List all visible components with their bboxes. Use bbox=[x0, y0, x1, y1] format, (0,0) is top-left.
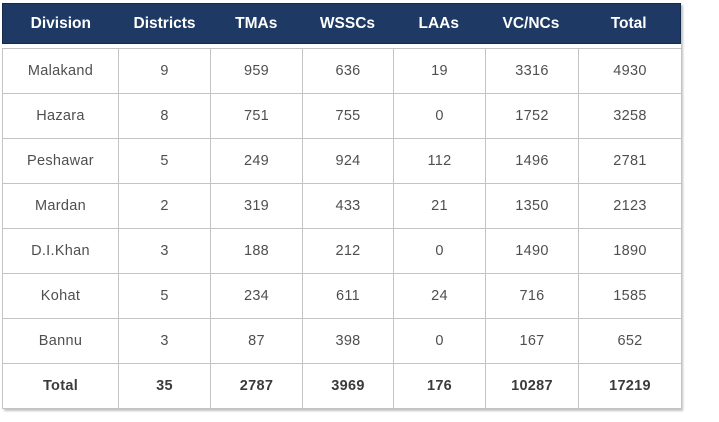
value-cell: 3316 bbox=[485, 48, 579, 94]
division-cell: Hazara bbox=[2, 93, 119, 139]
divisions-table: Division Districts TMAs WSSCs LAAs VC/NCs Tota… bbox=[2, 3, 682, 409]
division-cell: Kohat bbox=[2, 273, 119, 319]
value-cell: 2 bbox=[118, 183, 211, 229]
value-cell: 652 bbox=[578, 318, 682, 364]
division-cell: Peshawar bbox=[2, 138, 119, 184]
value-cell: 5 bbox=[118, 273, 211, 319]
value-cell: 751 bbox=[210, 93, 303, 139]
table-body: Malakand 9 959 636 19 3316 4930 Hazara 8 751 755 0 1… bbox=[2, 48, 682, 409]
value-cell: 24 bbox=[393, 273, 486, 319]
value-cell: 4930 bbox=[578, 48, 682, 94]
value-cell: 319 bbox=[210, 183, 303, 229]
value-cell: 188 bbox=[210, 228, 303, 274]
value-cell: 17219 bbox=[578, 363, 682, 409]
value-cell: 212 bbox=[302, 228, 394, 274]
table-row: Mardan 2 319 433 21 1350 2123 bbox=[2, 183, 682, 229]
table-row: Peshawar 5 249 924 112 1496 2781 bbox=[2, 138, 682, 184]
value-cell: 176 bbox=[393, 363, 486, 409]
value-cell: 9 bbox=[118, 48, 211, 94]
value-cell: 1490 bbox=[485, 228, 579, 274]
value-cell: 716 bbox=[485, 273, 579, 319]
value-cell: 1585 bbox=[578, 273, 682, 319]
header-cell-division: Division bbox=[30, 14, 91, 32]
value-cell: 755 bbox=[302, 93, 394, 139]
header-cell-laas: LAAs bbox=[418, 14, 459, 32]
value-cell: 924 bbox=[302, 138, 394, 184]
header-cell-total: Total bbox=[610, 14, 647, 32]
table-row: Kohat 5 234 611 24 716 1585 bbox=[2, 273, 682, 319]
value-cell: 87 bbox=[210, 318, 303, 364]
value-cell: 8 bbox=[118, 93, 211, 139]
value-cell: 3258 bbox=[578, 93, 682, 139]
header-cell-vc-ncs: VC/NCs bbox=[502, 14, 560, 32]
value-cell: 19 bbox=[393, 48, 486, 94]
value-cell: 433 bbox=[302, 183, 394, 229]
table-body-rows: Malakand 9 959 636 19 3316 4930 Hazara 8 751 755 0 1… bbox=[2, 48, 682, 409]
value-cell: 611 bbox=[302, 273, 394, 319]
value-cell: 0 bbox=[393, 318, 486, 364]
value-cell: 112 bbox=[393, 138, 486, 184]
header-cell-tmas: TMAs bbox=[235, 14, 278, 32]
header-cell-wsscs: WSSCs bbox=[319, 14, 376, 32]
table-row: Bannu 3 87 398 0 167 652 bbox=[2, 318, 682, 364]
value-cell: 3969 bbox=[302, 363, 394, 409]
value-cell: 3 bbox=[118, 318, 211, 364]
value-cell: 249 bbox=[210, 138, 303, 184]
division-cell: Bannu bbox=[2, 318, 119, 364]
value-cell: 234 bbox=[210, 273, 303, 319]
division-cell: Total bbox=[2, 363, 119, 409]
table-row: D.I.Khan 3 188 212 0 1490 1890 bbox=[2, 228, 682, 274]
division-cell: Mardan bbox=[2, 183, 119, 229]
value-cell: 0 bbox=[393, 93, 486, 139]
value-cell: 167 bbox=[485, 318, 579, 364]
value-cell: 636 bbox=[302, 48, 394, 94]
value-cell: 5 bbox=[118, 138, 211, 184]
value-cell: 2123 bbox=[578, 183, 682, 229]
value-cell: 2781 bbox=[578, 138, 682, 184]
value-cell: 3 bbox=[118, 228, 211, 274]
value-cell: 1890 bbox=[578, 228, 682, 274]
division-cell: D.I.Khan bbox=[2, 228, 119, 274]
value-cell: 959 bbox=[210, 48, 303, 94]
value-cell: 0 bbox=[393, 228, 486, 274]
table-total-row: Total 35 2787 3969 176 10287 17219 bbox=[2, 363, 682, 409]
table-header-row: Division Districts TMAs WSSCs LAAs VC/NCs Tota… bbox=[2, 3, 681, 44]
value-cell: 35 bbox=[118, 363, 211, 409]
value-cell: 398 bbox=[302, 318, 394, 364]
table-row: Hazara 8 751 755 0 1752 3258 bbox=[2, 93, 682, 139]
value-cell: 21 bbox=[393, 183, 486, 229]
value-cell: 10287 bbox=[485, 363, 579, 409]
value-cell: 1752 bbox=[485, 93, 579, 139]
value-cell: 1496 bbox=[485, 138, 579, 184]
value-cell: 2787 bbox=[210, 363, 303, 409]
table-row: Malakand 9 959 636 19 3316 4930 bbox=[2, 48, 682, 94]
value-cell: 1350 bbox=[485, 183, 579, 229]
header-cell-districts: Districts bbox=[133, 14, 196, 32]
division-cell: Malakand bbox=[2, 48, 119, 94]
